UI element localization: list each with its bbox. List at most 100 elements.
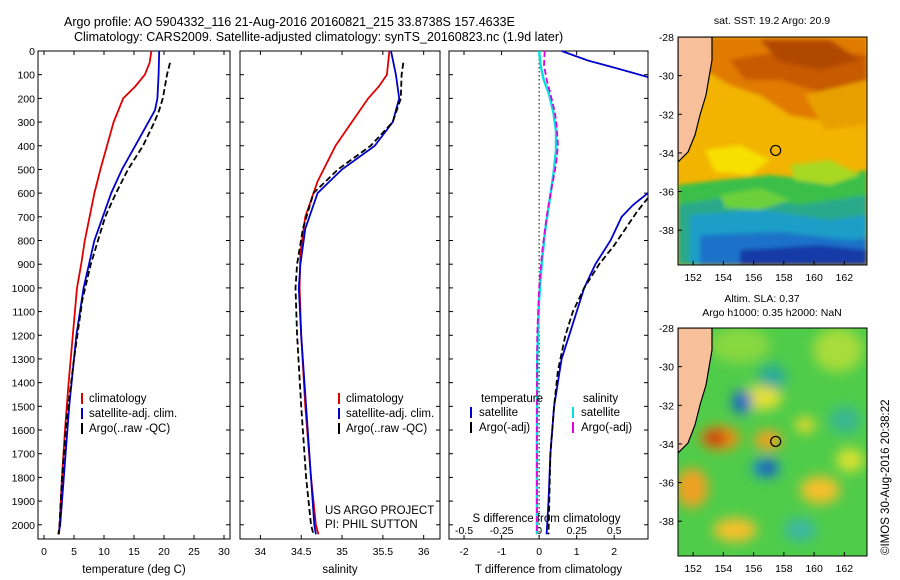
legend-label: climatology xyxy=(346,393,404,405)
series-line-argo-adj- xyxy=(536,50,559,535)
map-x-tick-label: 162 xyxy=(836,563,854,575)
plot-frame xyxy=(239,50,441,540)
sla-map-panel: 152 154 156 158 160 162 -28 -30 -32 -34 -36 -38 Alt… xyxy=(659,293,868,575)
y-tick-label: 1300 xyxy=(12,354,36,366)
x-tick-label: 30 xyxy=(218,546,230,558)
legend-group-title: temperature xyxy=(481,393,543,405)
sst-map-panel: 152 154 156 158 160 162 -28 -30 -32 -34 -36 -38 sat… xyxy=(659,15,868,284)
y-tick-label: 900 xyxy=(17,259,35,271)
legend-label: satellite xyxy=(581,407,620,419)
map-y-tick-label: -28 xyxy=(659,32,674,44)
legend-group-title: salinity xyxy=(583,393,618,405)
series-line-satellite xyxy=(561,50,649,78)
map-y-tick-label: -30 xyxy=(659,362,674,374)
sla-map-title: Altim. SLA: 0.37 xyxy=(724,293,799,305)
salinity-panel: 34 34.5 35 35.5 36 salinity climatology satelli… xyxy=(239,50,441,576)
legend: temperature salinity satellite Argo(-adj) sa… xyxy=(470,393,632,434)
legend: climatology satellite-adj. clim. Argo(..ra… xyxy=(81,393,177,435)
series-group xyxy=(535,50,649,535)
legend-label: satellite-adj. clim. xyxy=(346,408,434,420)
y-tick-label: 100 xyxy=(17,70,35,82)
x-axis-label: T difference from climatology xyxy=(475,564,622,576)
map-x-tick-label: 156 xyxy=(745,272,763,284)
series-line-satellite-adj-clim- xyxy=(57,50,161,535)
legend-label: Argo(-adj) xyxy=(479,422,530,434)
s-tick-label: -0.5 xyxy=(455,525,473,537)
x-tick-label: 1 xyxy=(574,546,580,558)
map-y-tick-label: -36 xyxy=(659,187,674,199)
map-x-tick-label: 156 xyxy=(745,563,763,575)
sla-argo-marker xyxy=(770,435,782,448)
map-x-tick-label: 160 xyxy=(805,563,823,575)
s-tick-label: 0.25 xyxy=(566,525,587,537)
x-tick-label: 35 xyxy=(336,546,348,558)
x-tick-label: 35.5 xyxy=(373,546,394,558)
y-tick-label: 400 xyxy=(17,141,35,153)
map-y-tick-label: -34 xyxy=(659,148,674,160)
y-tick-label: 1900 xyxy=(12,496,36,508)
sst-map-title: sat. SST: 19.2 Argo: 20.9 xyxy=(714,15,830,27)
legend-label: Argo(-adj) xyxy=(581,422,632,434)
x-tick-label: -2 xyxy=(459,546,468,558)
s-tick-label: -0.25 xyxy=(490,525,514,537)
plot-frame xyxy=(448,50,649,540)
map-x-tick-label: 158 xyxy=(775,272,793,284)
y-tick-label: 300 xyxy=(17,117,35,129)
temperature-panel: 0 5 10 15 20 25 300100200300400500600700800900… xyxy=(12,46,231,576)
x-axis-label: temperature (deg C) xyxy=(82,564,186,576)
series-group xyxy=(57,50,171,535)
map-x-tick-label: 154 xyxy=(715,272,733,284)
legend-label: climatology xyxy=(89,393,147,405)
x-tick-label: 34 xyxy=(255,546,267,558)
legend-label: satellite-adj. clim. xyxy=(89,408,177,420)
x-tick-label: 5 xyxy=(71,546,77,558)
header-line-2: Climatology: CARS2009. Satellite-adjuste… xyxy=(74,30,563,44)
map-y-tick-label: -38 xyxy=(659,516,674,528)
legend-label: Argo(..raw -QC) xyxy=(89,423,170,435)
x-tick-label: 10 xyxy=(98,546,110,558)
map-x-tick-label: 154 xyxy=(715,563,733,575)
map-y-tick-label: -32 xyxy=(659,400,674,412)
x-tick-label: 36 xyxy=(418,546,430,558)
map-y-tick-label: -30 xyxy=(659,71,674,83)
map-y-tick-label: -38 xyxy=(659,225,674,237)
x-tick-label: 2 xyxy=(611,546,617,558)
x-tick-label: -1 xyxy=(497,546,506,558)
copyright-text: ©IMOS 30-Aug-2016 20:38:22 xyxy=(880,399,892,555)
y-tick-label: 600 xyxy=(17,188,35,200)
legend: climatology satellite-adj. clim. Argo(..ra… xyxy=(338,393,434,435)
note-line: US ARGO PROJECT xyxy=(325,505,434,517)
sla-map-subtitle: Argo h1000: 0.35 h2000: NaN xyxy=(702,307,842,319)
y-tick-label: 1800 xyxy=(12,472,36,484)
series-group xyxy=(294,50,405,535)
map-x-tick-label: 162 xyxy=(836,272,854,284)
y-tick-label: 1200 xyxy=(12,330,36,342)
map-x-tick-label: 152 xyxy=(684,272,702,284)
y-tick-label: 200 xyxy=(17,93,35,105)
plot-frame xyxy=(37,50,231,540)
x-tick-label: 20 xyxy=(158,546,170,558)
x-axis-label: salinity xyxy=(322,564,357,576)
y-tick-label: 1000 xyxy=(12,283,36,295)
x-tick-label: 0 xyxy=(41,546,47,558)
map-x-tick-label: 158 xyxy=(775,563,793,575)
series-line-satellite-adj-clim- xyxy=(297,50,401,535)
x-tick-label: 15 xyxy=(128,546,140,558)
sst-argo-marker xyxy=(770,144,782,157)
y-tick-label: 1100 xyxy=(12,307,35,319)
map-y-tick-label: -34 xyxy=(659,439,674,451)
y-tick-label: 1500 xyxy=(12,401,36,413)
y-tick-label: 1400 xyxy=(12,378,36,390)
header-line-1: Argo profile: AO 5904332_116 21-Aug-2016… xyxy=(64,15,515,29)
y-tick-label: 1700 xyxy=(12,449,36,461)
x-tick-label: 34.5 xyxy=(291,546,312,558)
y-tick-label: 0 xyxy=(29,46,35,58)
legend-label: satellite xyxy=(479,407,518,419)
map-y-tick-label: -32 xyxy=(659,109,674,121)
map-y-tick-label: -28 xyxy=(659,323,674,335)
map-x-tick-label: 152 xyxy=(684,563,702,575)
y-tick-label: 500 xyxy=(17,164,35,176)
y-tick-label: 1600 xyxy=(12,425,36,437)
